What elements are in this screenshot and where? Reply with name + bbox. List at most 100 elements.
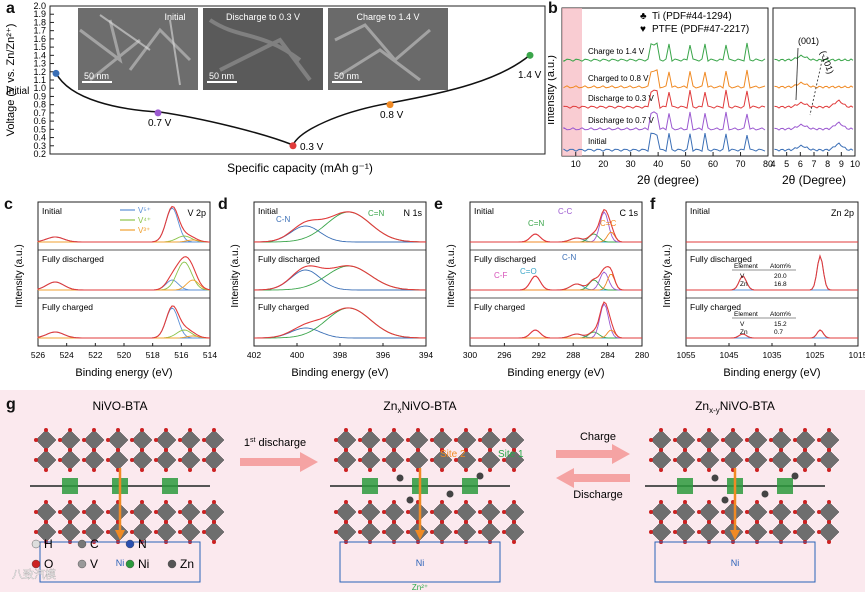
vo-polyhedron <box>179 429 201 451</box>
g-title-znxy: Znx-yNiVO-BTA <box>695 399 775 415</box>
panel-a-ytick-label: 0.3 <box>33 141 46 151</box>
f-table-discharged-cell: V <box>740 273 745 280</box>
oxygen-atom <box>106 458 110 462</box>
f-table-charged-cell: 0.7 <box>774 329 783 336</box>
watermark-text: 八致汽模 <box>12 567 56 581</box>
oxygen-atom <box>827 500 831 504</box>
oxygen-atom <box>488 468 492 472</box>
inset-scale-discharge: 50 nm <box>209 71 234 81</box>
oxygen-atom <box>68 468 72 472</box>
panel_f-component <box>686 329 858 339</box>
ni-center <box>362 478 378 494</box>
vo-polyhedron <box>455 429 477 451</box>
panel_c-xtick-label: 524 <box>60 350 74 360</box>
oxygen-atom <box>334 458 338 462</box>
oxygen-atom <box>755 500 759 504</box>
oxygen-atom <box>440 520 444 524</box>
inset-scale-charge: 50 nm <box>334 71 359 81</box>
oxygen-atom <box>368 448 372 452</box>
legend-atom-Zn <box>167 559 177 569</box>
oxygen-atom <box>92 428 96 432</box>
oxygen-atom <box>512 448 516 452</box>
panel_d-title: N 1s <box>403 208 422 218</box>
panel-b-zoom-curve <box>774 54 854 62</box>
oxygen-atom <box>659 500 663 504</box>
panel-b-zoom-curve <box>774 81 854 89</box>
vo-polyhedron <box>335 449 357 471</box>
oxygen-atom <box>368 468 372 472</box>
panel_c-xtick-label: 526 <box>31 350 45 360</box>
panel_d-state-label: Fully discharged <box>258 254 320 264</box>
panel-b-zoom-curve <box>774 99 854 109</box>
panel-e-peak-label: C=C <box>600 219 616 228</box>
oxygen-atom <box>803 448 807 452</box>
panel_c-ylabel: Intensity (a.u.) <box>14 244 25 307</box>
panel-b-xlabel-zoom: 2θ (Degree) <box>782 173 846 187</box>
panel-a-point <box>526 51 534 59</box>
panel-d-label-ceqn: C=N <box>368 209 384 218</box>
panel-c-legend-item: V⁴⁺ <box>138 216 151 225</box>
oxygen-atom <box>649 510 653 514</box>
oxygen-atom <box>344 448 348 452</box>
svg-text:Discharge: Discharge <box>573 489 623 501</box>
vo-polyhedron <box>722 501 744 523</box>
oxygen-atom <box>140 428 144 432</box>
oxygen-atom <box>793 438 797 442</box>
panel_d-envelope <box>253 211 426 243</box>
vo-polyhedron <box>746 501 768 523</box>
oxygen-atom <box>454 438 458 442</box>
oxygen-atom <box>779 468 783 472</box>
discharge-arrow: Discharge <box>556 468 630 501</box>
panel-label-e: e <box>434 196 443 213</box>
oxygen-atom <box>769 438 773 442</box>
oxygen-atom <box>58 530 62 534</box>
oxygen-atom <box>649 458 653 462</box>
vo-polyhedron <box>359 449 381 471</box>
panel-b-zoom-xtick-label: 7 <box>811 159 816 169</box>
zn-atom <box>396 474 404 482</box>
oxygen-atom <box>164 428 168 432</box>
vo-polyhedron <box>383 501 405 523</box>
oxygen-atom <box>755 448 759 452</box>
panel-a-ytick-label: 0.2 <box>33 149 46 159</box>
f-table-discharged-header-element: Element <box>734 263 758 270</box>
panel_d-xtick-label: 396 <box>376 350 390 360</box>
oxygen-atom <box>188 468 192 472</box>
panel-a-point <box>52 69 60 77</box>
oxygen-atom <box>202 458 206 462</box>
oxygen-atom <box>683 520 687 524</box>
oxygen-atom <box>721 458 725 462</box>
zoom-annot-101: (-101) <box>818 49 836 75</box>
oxygen-atom <box>803 500 807 504</box>
oxygen-atom <box>659 520 663 524</box>
vo-polyhedron <box>770 521 792 543</box>
charge-arrow: Charge <box>556 431 630 464</box>
oxygen-atom <box>430 530 434 534</box>
oxygen-atom <box>92 500 96 504</box>
panel-label-d: d <box>218 196 228 213</box>
vo-polyhedron <box>674 521 696 543</box>
oxygen-atom <box>344 520 348 524</box>
oxygen-atom <box>212 500 216 504</box>
vo-polyhedron <box>698 429 720 451</box>
vo-polyhedron <box>650 521 672 543</box>
oxygen-atom <box>779 520 783 524</box>
panel_c-xtick-label: 514 <box>203 350 217 360</box>
panel_d-xtick-label: 394 <box>419 350 433 360</box>
vo-polyhedron <box>407 429 429 451</box>
oxygen-atom <box>827 428 831 432</box>
oxygen-atom <box>202 510 206 514</box>
oxygen-atom <box>392 468 396 472</box>
legend-atom-Ni <box>125 559 135 569</box>
oxygen-atom <box>68 428 72 432</box>
panel_e-ylabel: Intensity (a.u.) <box>446 244 457 307</box>
vo-polyhedron <box>59 501 81 523</box>
panel-b-zoom-axes <box>772 7 856 157</box>
oxygen-atom <box>140 500 144 504</box>
vo-polyhedron <box>155 521 177 543</box>
oxygen-atom <box>793 530 797 534</box>
oxygen-atom <box>464 520 468 524</box>
vo-polyhedron <box>155 449 177 471</box>
panel_f-state-label: Fully discharged <box>690 254 752 264</box>
ni-complex-drawing <box>654 541 816 583</box>
